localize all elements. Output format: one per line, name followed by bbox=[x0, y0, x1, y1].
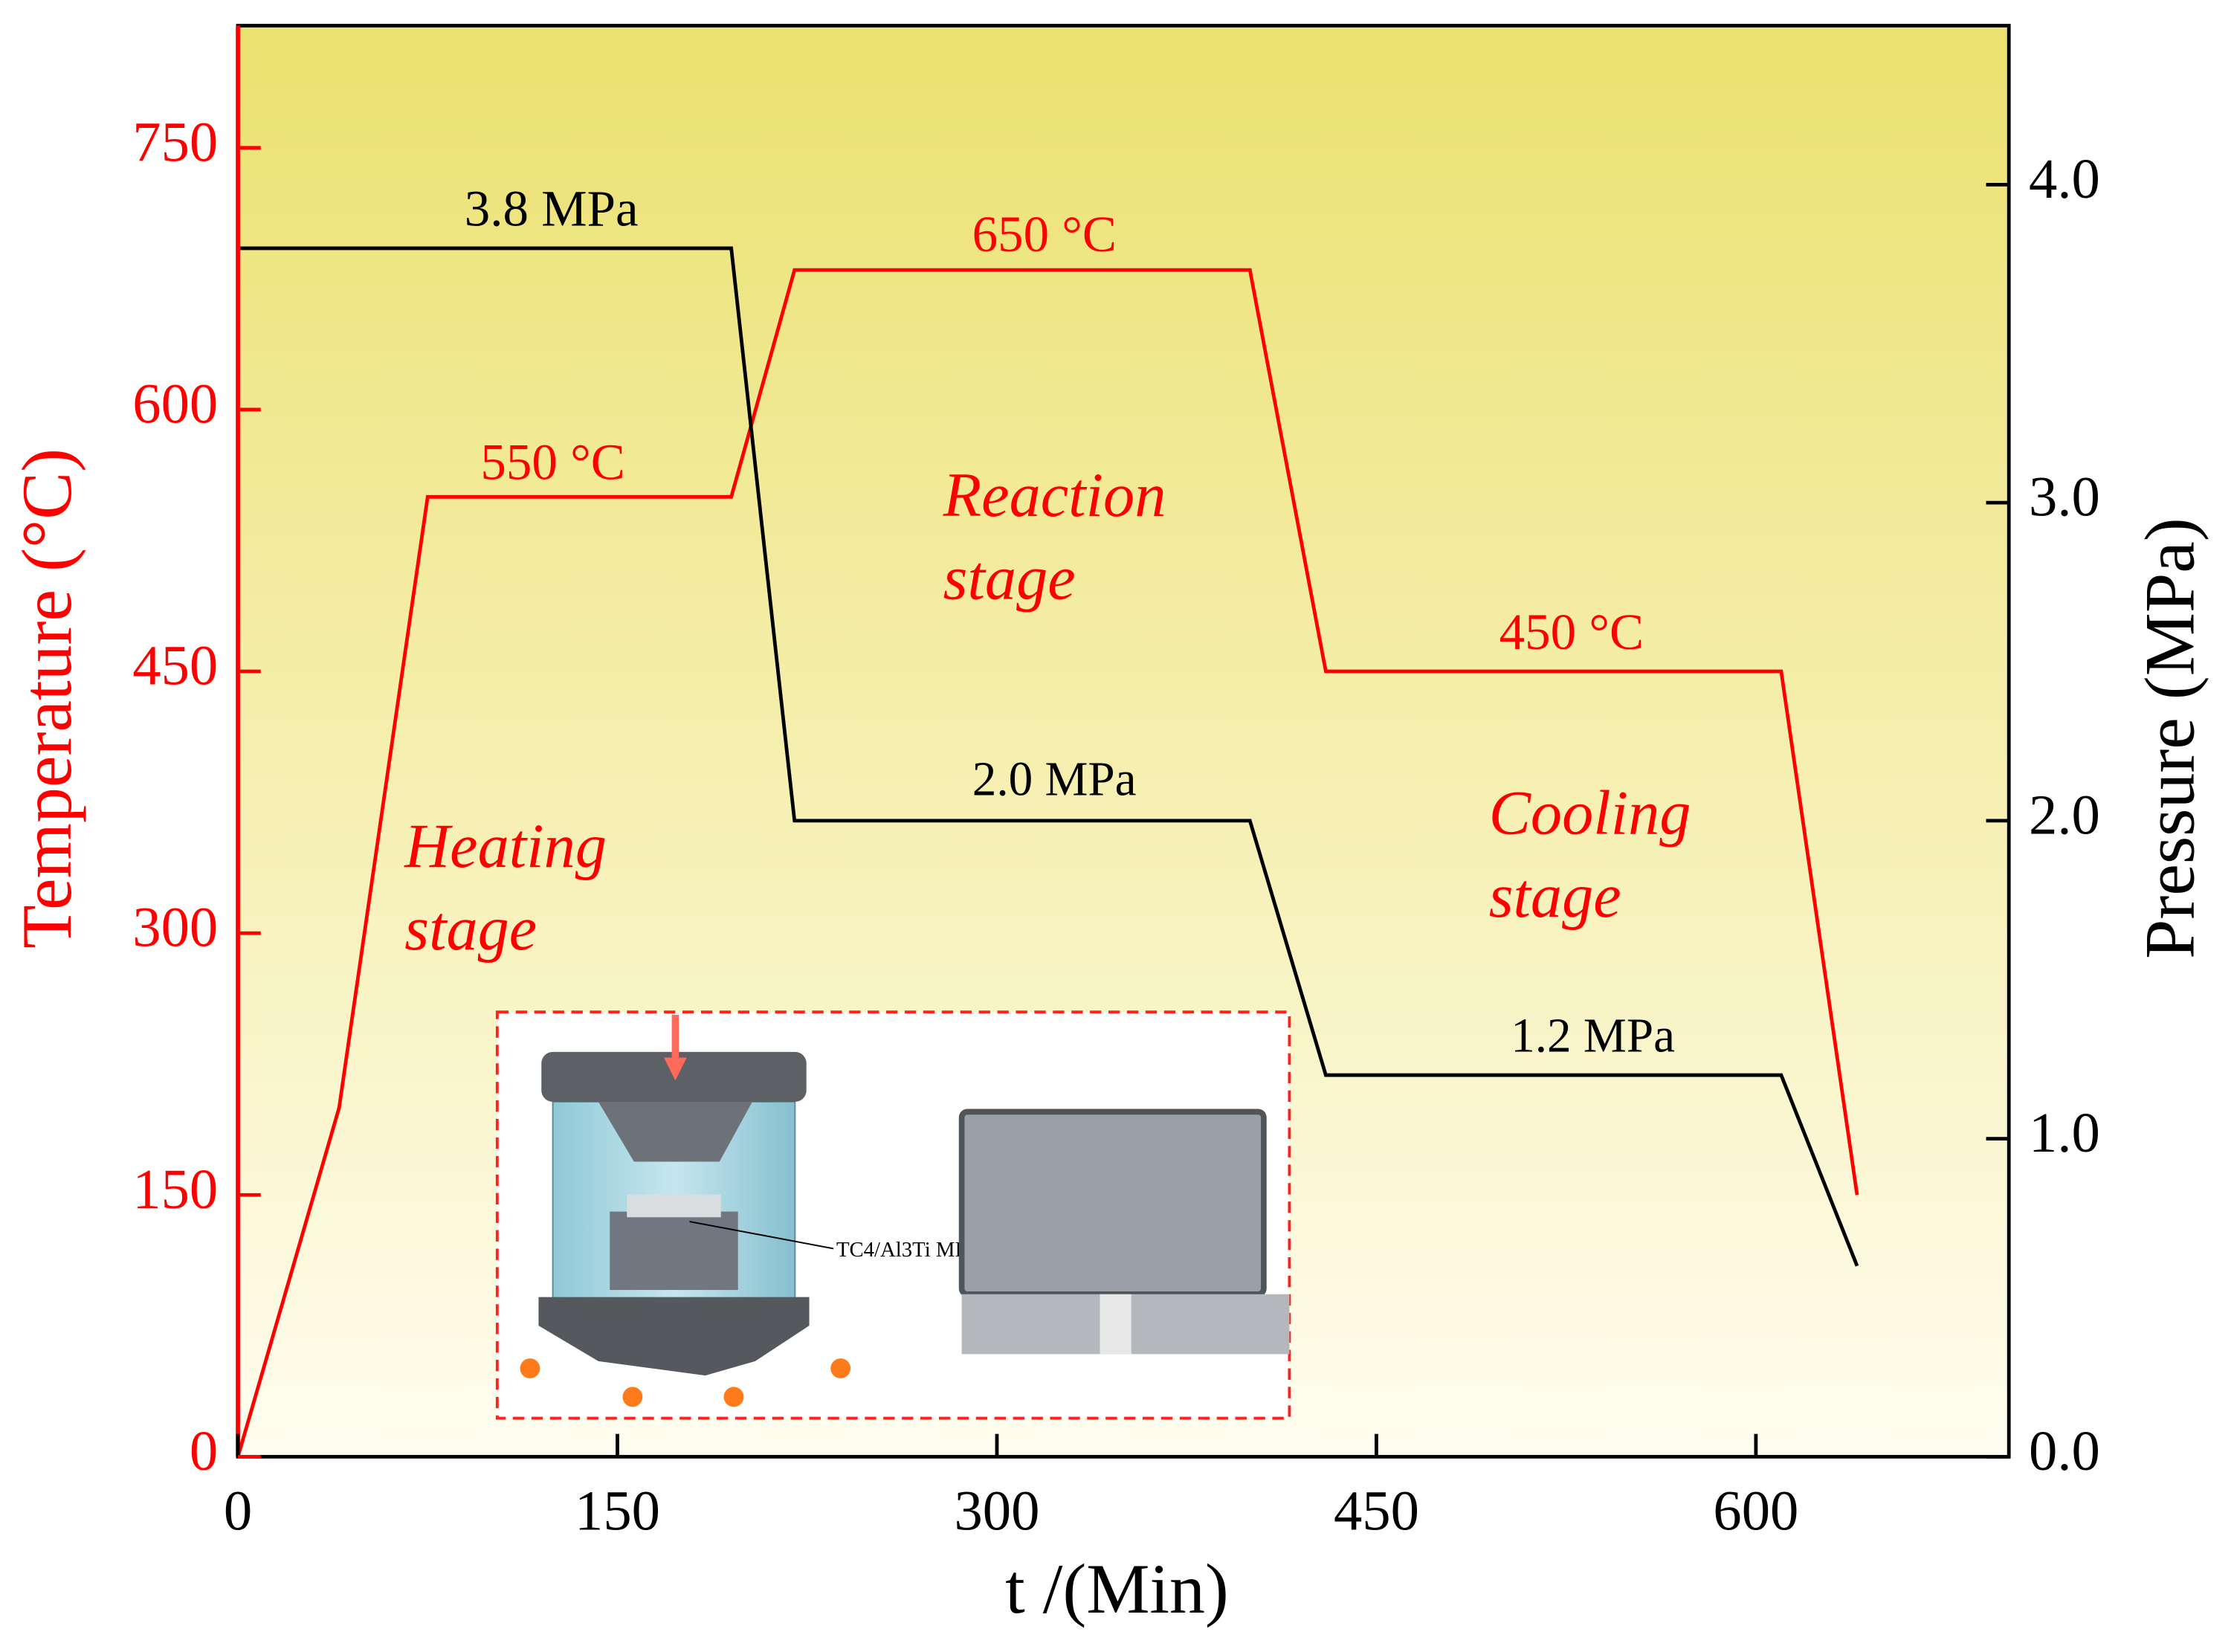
flame bbox=[830, 1358, 851, 1378]
y-tick-label: 450 bbox=[132, 634, 218, 697]
annotation: 3.8 MPa bbox=[465, 180, 639, 236]
annotation: Cooling bbox=[1489, 779, 1691, 848]
y2-tick-label: 2.0 bbox=[2029, 783, 2100, 846]
marks bbox=[236, 246, 1859, 1458]
inset-arrow bbox=[664, 1057, 687, 1081]
x-tick-label: 150 bbox=[575, 1479, 660, 1542]
inset-schematic bbox=[627, 1194, 721, 1218]
inset: TC4/Al3Ti MIL bbox=[495, 1010, 1291, 1420]
y2-tick-label: 3.0 bbox=[2029, 465, 2100, 529]
annotation: stage bbox=[943, 543, 1076, 613]
annotation: 1.2 MPa bbox=[1511, 1009, 1675, 1062]
inset-pointer bbox=[689, 1221, 834, 1250]
flame bbox=[622, 1387, 643, 1407]
y-tick-label: 0 bbox=[190, 1419, 218, 1482]
inset-schematic bbox=[598, 1101, 752, 1162]
annotation: 2.0 MPa bbox=[972, 752, 1137, 806]
x-tick-label: 600 bbox=[1713, 1479, 1798, 1542]
y-tick-label: 750 bbox=[132, 110, 218, 173]
y-axis-title: Temperature (°C) bbox=[7, 448, 86, 949]
x-axis-title: t /(Min) bbox=[1005, 1549, 1229, 1628]
y2-tick-label: 1.0 bbox=[2029, 1101, 2100, 1164]
y-tick-label: 150 bbox=[132, 1158, 218, 1221]
annotation: Heating bbox=[404, 812, 607, 881]
y2-tick-label: 4.0 bbox=[2029, 147, 2100, 210]
annotation: stage bbox=[1489, 862, 1621, 931]
inset-photo bbox=[958, 1109, 1267, 1297]
y2-axis-title: Pressure (MPa) bbox=[2130, 517, 2209, 959]
x-tick-label: 0 bbox=[224, 1479, 252, 1542]
x-tick-label: 450 bbox=[1334, 1479, 1419, 1542]
inset-schematic bbox=[538, 1297, 810, 1376]
inset-schematic bbox=[610, 1211, 738, 1291]
flame bbox=[520, 1358, 540, 1378]
y-tick-label: 300 bbox=[132, 896, 218, 959]
inset-flames bbox=[520, 1358, 851, 1407]
annotation: stage bbox=[404, 894, 537, 964]
y2-tick-label: 0.0 bbox=[2029, 1419, 2100, 1482]
annotation: Reaction bbox=[943, 461, 1166, 530]
annotation: 450 °C bbox=[1499, 604, 1644, 660]
flame bbox=[723, 1387, 744, 1407]
inset-label: TC4/Al3Ti MIL bbox=[836, 1238, 975, 1262]
data-line bbox=[236, 268, 1859, 1458]
annotation: 550 °C bbox=[480, 434, 624, 491]
annotation: 650 °C bbox=[972, 206, 1117, 262]
x-tick-label: 300 bbox=[954, 1479, 1039, 1542]
data-line bbox=[238, 246, 1859, 1267]
inset-photo bbox=[1100, 1294, 1131, 1355]
y-tick-label: 600 bbox=[132, 372, 218, 436]
